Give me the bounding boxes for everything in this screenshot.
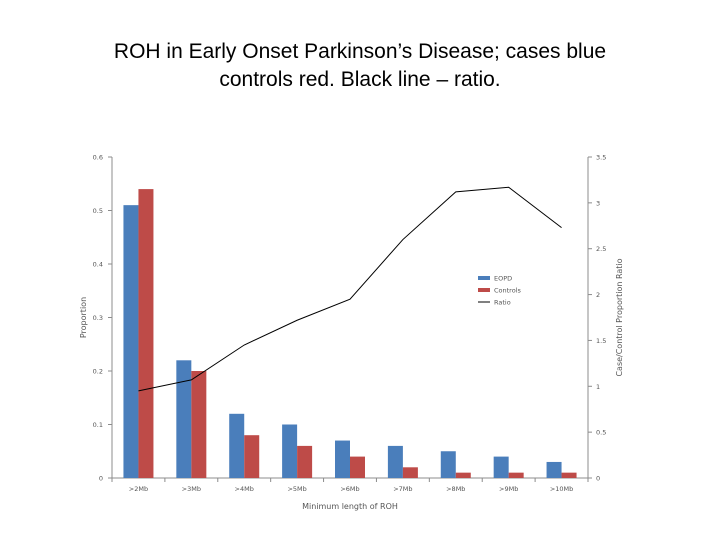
x-tick-label: >7Mb xyxy=(393,485,412,493)
x-tick-label: >3Mb xyxy=(182,485,201,493)
bar-controls xyxy=(138,189,154,478)
bar-controls xyxy=(191,371,207,478)
bar-eopd xyxy=(335,440,350,478)
legend-label-eopd: EOPD xyxy=(494,275,512,283)
bar-eopd xyxy=(282,424,298,478)
bar-eopd xyxy=(546,461,562,478)
bar-eopd xyxy=(440,451,456,478)
left-tick-label: 0.4 xyxy=(93,261,103,269)
bar-controls xyxy=(561,472,577,478)
right-tick-label: 0.5 xyxy=(596,429,606,437)
bar-controls xyxy=(455,472,471,478)
bar-eopd xyxy=(229,413,245,478)
right-tick-label: 2.5 xyxy=(596,245,606,253)
slide-title: ROH in Early Onset Parkinson’s Disease; … xyxy=(40,38,680,94)
left-tick-label: 0.2 xyxy=(93,368,103,376)
legend-key-eopd xyxy=(478,276,490,280)
chart-legend: EOPD Controls Ratio xyxy=(478,275,521,307)
bar-eopd xyxy=(387,445,403,478)
right-tick-label: 1.5 xyxy=(596,337,606,345)
x-tick-label: >10Mb xyxy=(550,485,573,493)
x-tick-label: >8Mb xyxy=(446,485,465,493)
chart-labels: 0 0.1 0.2 0.3 0.4 0.5 0.6 0 0.5 1 1.5 2 2.5 3 3.5 >2Mb >… xyxy=(79,154,624,512)
x-tick-label: >6Mb xyxy=(340,485,359,493)
left-tick-label: 0.1 xyxy=(93,421,103,429)
legend-label-controls: Controls xyxy=(494,287,521,295)
bar-controls xyxy=(297,445,313,478)
bar-controls xyxy=(402,467,418,478)
legend-label-ratio: Ratio xyxy=(494,299,511,307)
bar-eopd xyxy=(123,205,139,478)
bar-controls xyxy=(350,456,365,478)
chart-bars xyxy=(123,189,577,478)
x-tick-label: >9Mb xyxy=(499,485,518,493)
bar-eopd xyxy=(176,360,192,478)
left-tick-label: 0.6 xyxy=(93,154,103,162)
right-tick-label: 0 xyxy=(596,475,600,483)
ratio-line-group xyxy=(138,186,562,392)
right-tick-label: 3 xyxy=(596,199,600,207)
x-tick-label: >2Mb xyxy=(129,485,148,493)
y-axis-title: Proportion xyxy=(79,297,88,338)
x-tick-label: >4Mb xyxy=(235,485,254,493)
left-tick-label: 0.3 xyxy=(93,314,103,322)
legend-key-controls xyxy=(478,288,490,292)
bar-controls xyxy=(244,435,260,478)
x-axis-title: Minimum length of ROH xyxy=(302,502,398,511)
x-tick-label: >5Mb xyxy=(287,485,306,493)
bar-controls xyxy=(508,472,524,478)
right-tick-label: 1 xyxy=(596,383,600,391)
left-tick-label: 0 xyxy=(99,475,103,483)
slide-title-line-1: ROH in Early Onset Parkinson’s Disease; … xyxy=(113,40,607,63)
slide-title-line-2: controls red. Black line – ratio. xyxy=(219,68,501,91)
y2-axis-title: Case/Control Proportion Ratio xyxy=(615,258,624,376)
right-tick-label: 2 xyxy=(596,291,600,299)
ratio-line xyxy=(138,186,562,392)
left-tick-label: 0.5 xyxy=(93,207,103,215)
right-tick-label: 3.5 xyxy=(596,154,606,162)
bar-eopd xyxy=(493,456,509,478)
